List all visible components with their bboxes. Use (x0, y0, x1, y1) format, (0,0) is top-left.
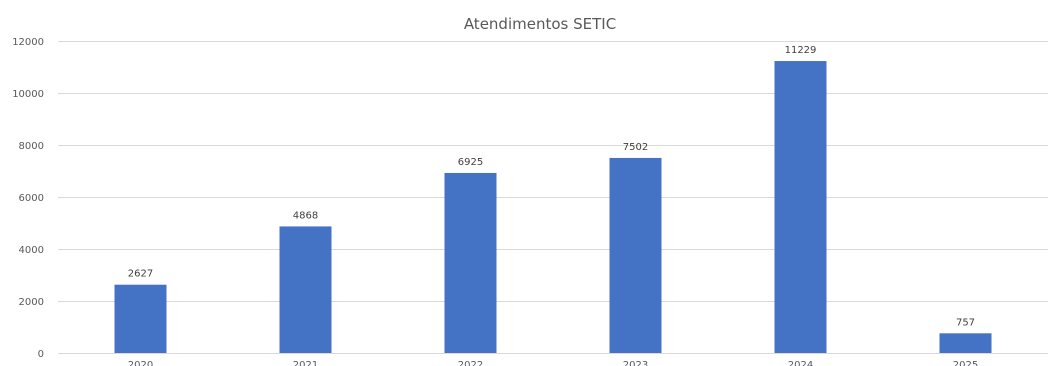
y-axis-tick-labels: 0 2000 4000 6000 8000 10000 12000 (12, 37, 44, 360)
bar-2024 (774, 61, 827, 354)
data-label-2023: 7502 (623, 142, 648, 153)
x-axis-tick-labels: 2020 2021 2022 2023 2024 2025 (128, 360, 978, 366)
bar-2021 (279, 226, 332, 353)
y-tick-label: 6000 (19, 193, 44, 204)
gridlines (58, 41, 1048, 354)
bar-2020 (114, 284, 167, 353)
x-tick-label: 2023 (623, 360, 648, 366)
x-tick-label: 2020 (128, 360, 153, 366)
data-label-2025: 757 (956, 317, 975, 328)
data-label-2021: 4868 (293, 210, 318, 221)
data-label-2024: 11229 (785, 45, 817, 56)
chart-title: Atendimentos SETIC (464, 15, 616, 33)
y-tick-label: 4000 (19, 245, 44, 256)
y-tick-label: 2000 (19, 297, 44, 308)
data-label-2022: 6925 (458, 157, 483, 168)
bar-2022 (444, 172, 497, 353)
bar-2023 (609, 157, 662, 353)
bar-2025 (939, 333, 992, 353)
data-label-2020: 2627 (128, 269, 153, 280)
y-tick-label: 8000 (19, 141, 44, 152)
x-tick-label: 2025 (953, 360, 978, 366)
x-tick-label: 2024 (788, 360, 813, 366)
x-tick-label: 2022 (458, 360, 483, 366)
x-tick-label: 2021 (293, 360, 318, 366)
bars (114, 61, 992, 354)
y-tick-label: 10000 (12, 89, 44, 100)
y-tick-label: 12000 (12, 37, 44, 48)
y-tick-label: 0 (38, 349, 44, 360)
data-labels: 2627 4868 6925 7502 11229 757 (128, 45, 975, 328)
